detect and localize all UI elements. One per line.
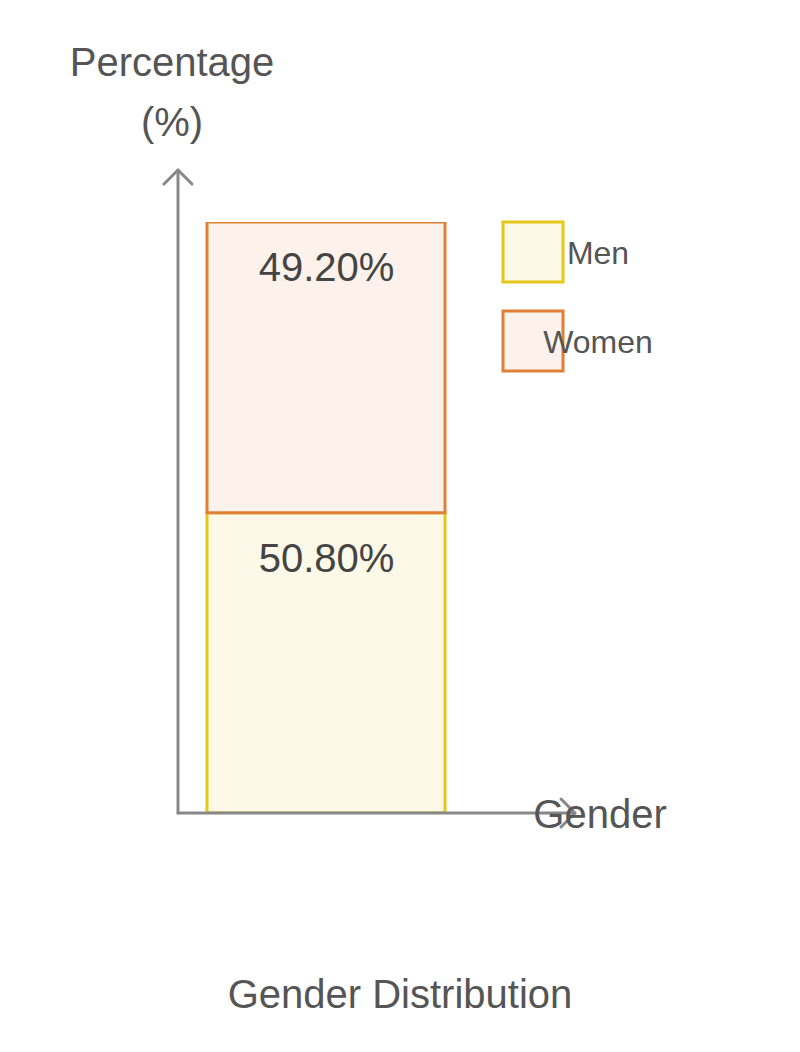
svg-text:Percentage(%): Percentage(%) [70,40,275,144]
html-text:Gender Distribution: Gender Distribution [227,972,573,1016]
svg-text:Gender: Gender [533,792,666,836]
svg-text:50.80%: 50.80% [259,536,395,580]
svg-text:Men: Men [567,235,629,271]
svg-text:Women: Women [543,324,653,360]
svg-text:49.20%: 49.20% [259,245,395,289]
